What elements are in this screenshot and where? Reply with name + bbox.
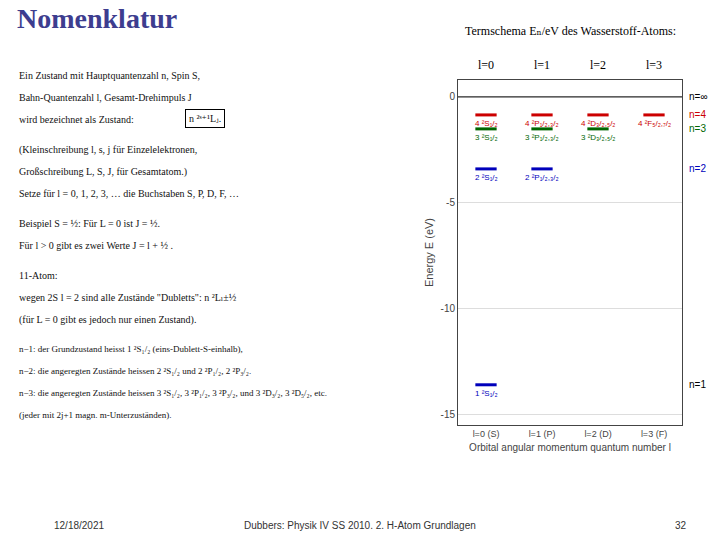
svg-text:n=4: n=4 — [689, 109, 706, 120]
svg-text:(jeder mit 2j+1 magn. m-Unterz: (jeder mit 2j+1 magn. m-Unterzuständen). — [19, 410, 172, 420]
svg-text:n−2: die angeregten Zustände h: n−2: die angeregten Zustände heissen 2 ²… — [19, 366, 251, 376]
svg-text:Bahn-Quantenzahl l, Gesamt-Dre: Bahn-Quantenzahl l, Gesamt-Drehimpuls J — [19, 92, 192, 103]
svg-text:Beispiel S = ½: Für L = 0 ist: Beispiel S = ½: Für L = 0 ist J = ½. — [19, 218, 160, 229]
svg-text:n−1: der Grundzustand heisst 1: n−1: der Grundzustand heisst 1 ²S₁/₂ (ei… — [19, 344, 243, 354]
svg-text:n−3: die angeregten Zustände h: n−3: die angeregten Zustände heissen 3 ²… — [19, 388, 327, 398]
svg-text:l=1 (P): l=1 (P) — [529, 429, 556, 439]
svg-text:2 ²S₁/₂: 2 ²S₁/₂ — [475, 173, 498, 182]
svg-text:Energy E (eV): Energy E (eV) — [423, 218, 435, 287]
svg-text:4 ²P₁/₂,₃/₂: 4 ²P₁/₂,₃/₂ — [525, 119, 559, 128]
svg-text:Termschema Eₙ/eV des Wassersto: Termschema Eₙ/eV des Wasserstoff-Atoms: — [465, 24, 676, 38]
svg-text:-5: -5 — [446, 197, 455, 208]
svg-text:n=∞: n=∞ — [689, 91, 708, 102]
svg-text:wird bezeichnet als Zustand:: wird bezeichnet als Zustand: — [19, 114, 134, 125]
svg-text:4 ²D₃/₂,₅/₂: 4 ²D₃/₂,₅/₂ — [581, 119, 615, 128]
svg-text:32: 32 — [675, 520, 687, 531]
svg-text:3 ²D₃/₂,₅/₂: 3 ²D₃/₂,₅/₂ — [581, 133, 615, 142]
svg-text:n=2: n=2 — [689, 163, 706, 174]
svg-text:n=3: n=3 — [689, 123, 706, 134]
svg-text:l=0: l=0 — [478, 58, 494, 72]
svg-text:0: 0 — [449, 91, 455, 102]
svg-text:Ein Zustand mit Hauptquantenza: Ein Zustand mit Hauptquantenzahl n, Spin… — [19, 70, 200, 81]
svg-text:l=3 (F): l=3 (F) — [641, 429, 667, 439]
svg-text:3 ²S₁/₂: 3 ²S₁/₂ — [475, 133, 498, 142]
svg-text:12/18/2021: 12/18/2021 — [54, 520, 104, 531]
svg-text:Für l > 0 gibt es zwei Werte J: Für l > 0 gibt es zwei Werte J = l + ½ . — [19, 240, 173, 251]
svg-text:11-Atom:: 11-Atom: — [19, 270, 58, 281]
svg-text:3 ²P₁/₂,₃/₂: 3 ²P₁/₂,₃/₂ — [525, 133, 559, 142]
svg-text:n=1: n=1 — [689, 379, 706, 390]
svg-text:-15: -15 — [441, 409, 456, 420]
svg-text:(Kleinschreibung l, s, j für E: (Kleinschreibung l, s, j für Einzelelekt… — [19, 144, 197, 156]
svg-text:Orbital angular momentum quant: Orbital angular momentum quantum number … — [469, 442, 671, 453]
svg-text:Großschreibung L, S, J, für Ge: Großschreibung L, S, J, für Gesamtatom.) — [19, 166, 187, 178]
svg-text:-10: -10 — [441, 303, 456, 314]
svg-text:wegen 2S l = 2 sind alle Zustä: wegen 2S l = 2 sind alle Zustände "Duble… — [19, 292, 237, 303]
svg-text:n ²ˢ⁺¹Lⱼ.: n ²ˢ⁺¹Lⱼ. — [189, 113, 221, 124]
svg-text:Setze für l = 0, 1, 2, 3, … di: Setze für l = 0, 1, 2, 3, … die Buchstab… — [19, 188, 239, 199]
svg-text:l=2: l=2 — [590, 58, 606, 72]
svg-text:l=0 (S): l=0 (S) — [473, 429, 500, 439]
svg-text:Dubbers: Physik IV SS 2010. 2.: Dubbers: Physik IV SS 2010. 2. H-Atom Gr… — [244, 520, 476, 531]
svg-text:l=1: l=1 — [534, 58, 550, 72]
svg-text:(für L = 0 gibt es jedoch nur: (für L = 0 gibt es jedoch nur einen Zust… — [19, 314, 196, 326]
svg-text:2 ²P₁/₂,₃/₂: 2 ²P₁/₂,₃/₂ — [525, 173, 559, 182]
svg-text:l=2 (D): l=2 (D) — [584, 429, 611, 439]
svg-text:l=3: l=3 — [646, 58, 662, 72]
svg-text:1 ²S₁/₂: 1 ²S₁/₂ — [475, 389, 498, 398]
svg-text:4 ²F₅/₂,₇/₂: 4 ²F₅/₂,₇/₂ — [638, 119, 671, 128]
svg-text:4 ²S₁/₂: 4 ²S₁/₂ — [475, 119, 498, 128]
svg-text:Nomenklatur: Nomenklatur — [17, 3, 177, 34]
